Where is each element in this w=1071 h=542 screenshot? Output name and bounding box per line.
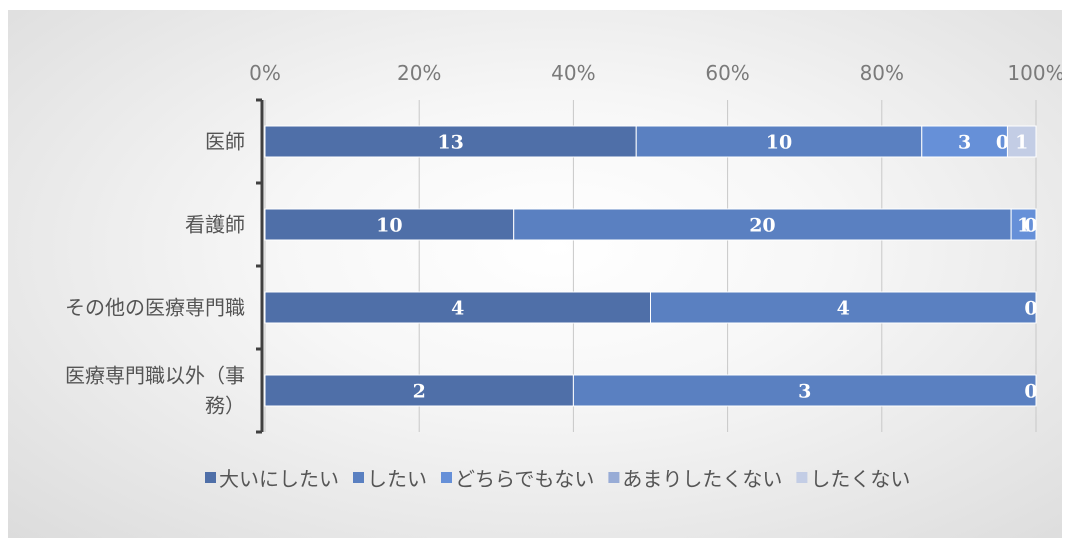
category-label: 務） [205,394,245,418]
x-tick-label: 0% [249,61,281,85]
legend-swatch [353,472,364,483]
data-label: 0 [1024,381,1037,403]
bar-segment [264,208,515,241]
data-label: 1 [1017,215,1030,237]
x-tick-label: 40% [551,61,595,85]
chart-area: 0% 20% 40% 60% 80% 100% 13 10 3 0 1 医師 10 20 1 0 看護師 4 4 0 そ… [8,10,1065,538]
legend-swatch [796,472,808,483]
bar-segment [1010,208,1037,241]
bar-segment [650,291,1037,324]
legend-swatch [441,472,452,483]
bar-segment [572,374,1037,407]
legend-swatch [608,472,620,483]
category-label: 医師 [205,130,245,154]
data-label: 1 [1015,132,1028,154]
data-label: 0 [996,132,1009,154]
bar-segment [264,291,651,324]
data-label: 0 [1024,298,1037,320]
data-label: 2 [413,381,426,403]
legend-swatch [205,472,216,483]
legend-label: したくない [810,467,910,491]
data-label: 4 [451,298,464,320]
category-label: その他の医療専門職 [65,296,245,320]
legend-label: したい [367,467,427,491]
data-label: 3 [798,381,811,403]
category-label: 医療専門職以外（事 [65,364,245,388]
data-label: 10 [376,215,402,237]
bar-segment [921,125,1008,158]
bar-segment [264,125,637,158]
data-label: 0 [1024,215,1037,237]
data-label: 20 [749,215,775,237]
x-tick-label: 80% [860,61,904,85]
x-tick-label: 20% [397,61,441,85]
data-label: 4 [837,298,850,320]
data-label: 3 [958,132,971,154]
category-label: 看護師 [185,213,245,237]
data-label: 10 [766,132,792,154]
data-label: 13 [437,132,463,154]
x-tick-label: 100% [1007,61,1062,85]
bar-segment [635,125,923,158]
bar-segment [1006,125,1037,158]
bar-segment [264,374,574,407]
legend-label: どちらでもない [455,467,594,491]
x-tick-label: 60% [705,61,749,85]
legend-label: 大いにしたい [219,467,339,491]
legend-label: あまりしたくない [622,467,782,491]
